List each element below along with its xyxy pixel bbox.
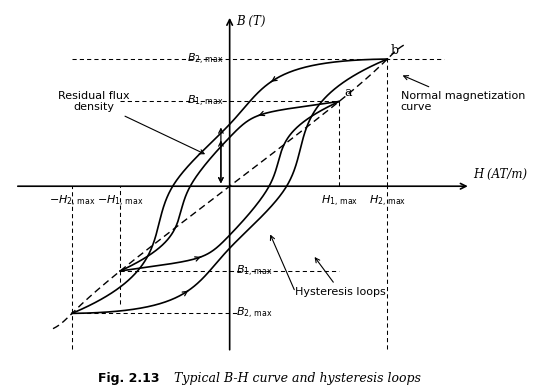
Text: $B_{2,\,\rm max}$: $B_{2,\,\rm max}$ — [186, 52, 223, 66]
Text: b: b — [391, 43, 399, 57]
Text: B (T): B (T) — [236, 15, 266, 28]
Text: $-H_{2,\,\rm max}$: $-H_{2,\,\rm max}$ — [49, 194, 95, 210]
Text: Typical B-H curve and hysteresis loops: Typical B-H curve and hysteresis loops — [174, 372, 421, 386]
Text: Residual flux
density: Residual flux density — [58, 91, 204, 154]
Text: Normal magnetization
curve: Normal magnetization curve — [401, 75, 525, 112]
Text: $B_{1,\,\rm max}$: $B_{1,\,\rm max}$ — [186, 94, 223, 109]
Text: a: a — [344, 86, 352, 99]
Text: $-H_{1,\,\rm max}$: $-H_{1,\,\rm max}$ — [97, 194, 143, 210]
Text: $B_{1,\,\rm max}$: $B_{1,\,\rm max}$ — [236, 264, 272, 278]
Text: Hysteresis loops: Hysteresis loops — [295, 258, 386, 297]
Text: $H_{1,\,\rm max}$: $H_{1,\,\rm max}$ — [320, 194, 358, 210]
Text: Fig. 2.13: Fig. 2.13 — [98, 372, 160, 386]
Text: $B_{2,\,\rm max}$: $B_{2,\,\rm max}$ — [236, 306, 272, 321]
Text: $H_{2,\,\rm max}$: $H_{2,\,\rm max}$ — [369, 194, 406, 210]
Text: H (AT/m): H (AT/m) — [473, 168, 527, 181]
